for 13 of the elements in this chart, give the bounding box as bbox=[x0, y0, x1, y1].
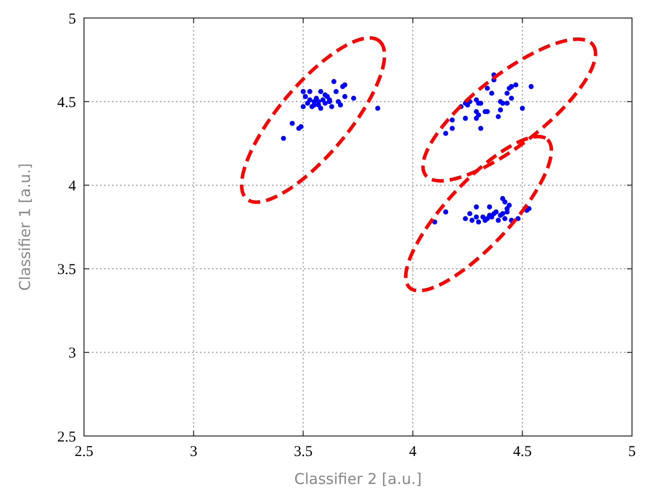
x-axis-title: Classifier 2 [a.u.] bbox=[294, 470, 422, 488]
y-tick-label: 4 bbox=[68, 178, 76, 194]
y-axis-title: Classifier 1 [a.u.] bbox=[16, 163, 34, 291]
y-tick-label: 5 bbox=[68, 11, 76, 28]
y-tick-label: 4.5 bbox=[57, 94, 76, 111]
x-tick-label: 3.5 bbox=[294, 444, 313, 460]
y-tick-label: 3.5 bbox=[57, 262, 76, 278]
x-tick-label: 4.5 bbox=[513, 444, 532, 460]
x-tick-label: 4 bbox=[409, 444, 418, 460]
y-tick-label: 2.5 bbox=[57, 429, 76, 446]
x-tick-label: 5 bbox=[628, 444, 636, 460]
x-tick-label: 3 bbox=[190, 444, 198, 460]
y-tick-label: 3 bbox=[68, 346, 76, 362]
